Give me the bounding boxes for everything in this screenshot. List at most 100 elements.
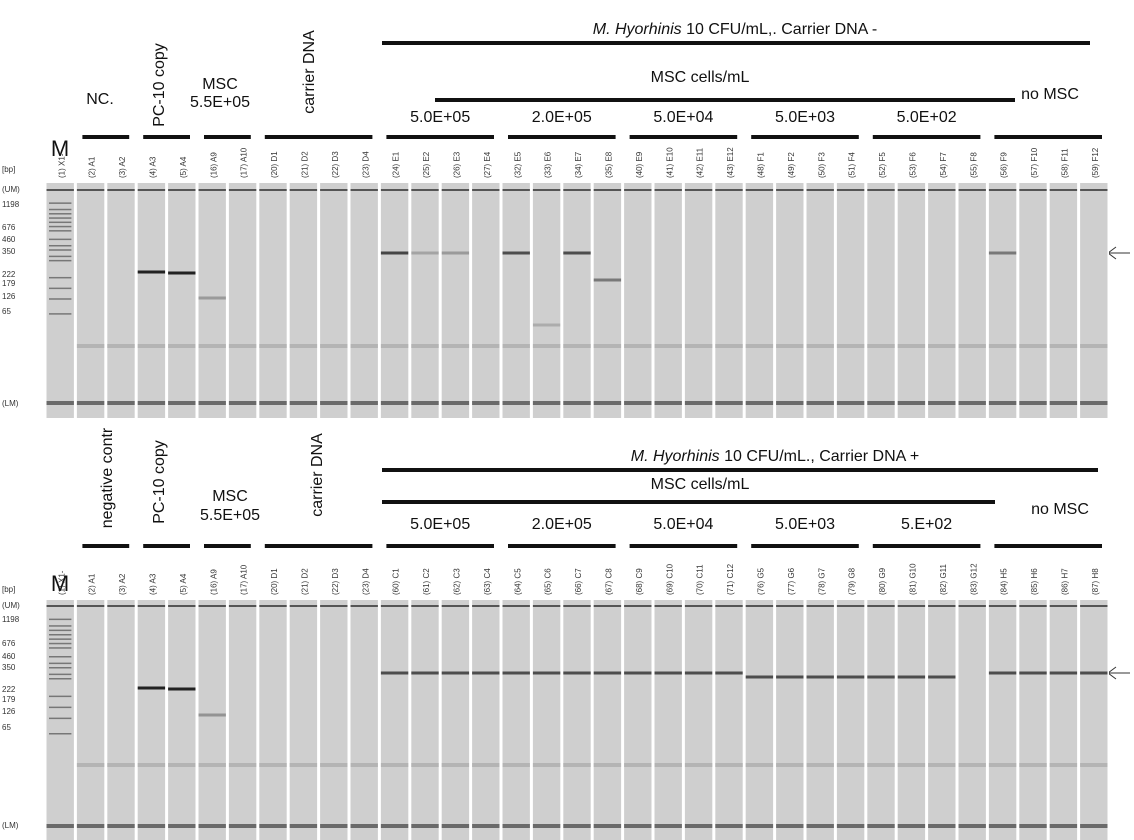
lower-marker — [1019, 401, 1046, 405]
lower-marker — [655, 401, 682, 405]
upper-marker — [1019, 189, 1046, 191]
ladder-band — [49, 217, 71, 219]
primer-band — [746, 763, 773, 767]
primer-band — [1080, 763, 1107, 767]
lower-marker — [898, 401, 925, 405]
primer-band — [837, 763, 864, 767]
lower-marker — [1019, 824, 1046, 828]
lane — [1080, 600, 1107, 840]
lane-label: (43) E12 — [726, 147, 735, 178]
band — [138, 687, 165, 690]
group-bar — [382, 41, 1090, 45]
band — [381, 672, 408, 675]
primer-band — [655, 763, 682, 767]
lower-marker — [959, 824, 986, 828]
lane-label: (66) C7 — [574, 568, 583, 595]
lower-marker — [624, 401, 651, 405]
lane-label: (22) D3 — [331, 568, 340, 595]
primer-band — [259, 763, 286, 767]
primer-band — [107, 763, 134, 767]
primer-band — [411, 763, 438, 767]
lane-label: (17) A10 — [240, 564, 249, 595]
primer-band — [533, 344, 560, 348]
lane-label: (83) G12 — [969, 563, 978, 595]
band — [989, 252, 1016, 255]
band — [867, 676, 894, 679]
lower-marker — [259, 401, 286, 405]
band — [715, 672, 742, 675]
lane-label: (58) F11 — [1061, 148, 1070, 178]
lane-label: (78) G7 — [817, 567, 826, 595]
lane — [928, 600, 955, 840]
upper-marker — [1080, 605, 1107, 607]
size-label: 460 — [2, 652, 16, 661]
lower-marker — [199, 401, 226, 405]
lower-marker — [107, 824, 134, 828]
size-label: 676 — [2, 639, 16, 648]
ladder-band — [49, 245, 71, 247]
no-msc-label: no MSC — [1021, 86, 1079, 103]
lane-label: (3) A2 — [118, 573, 127, 595]
concentration-label: 2.0E+05 — [532, 516, 592, 533]
upper-marker — [807, 189, 834, 191]
upper-marker — [563, 605, 590, 607]
primer-band — [928, 763, 955, 767]
size-label: 179 — [2, 695, 16, 704]
lane-label: (4) A3 — [149, 156, 158, 178]
primer-band — [290, 763, 317, 767]
group-bar — [630, 544, 738, 548]
lower-marker — [563, 401, 590, 405]
marker-label: M — [51, 571, 69, 596]
primer-band — [107, 344, 134, 348]
primer-band — [259, 344, 286, 348]
ladder-band — [49, 222, 71, 224]
lane — [472, 183, 499, 418]
lane-label: (55) F8 — [969, 152, 978, 178]
upper-marker — [837, 189, 864, 191]
size-label: 222 — [2, 270, 16, 279]
primer-band — [442, 344, 469, 348]
lane — [959, 600, 986, 840]
primer-band — [1019, 763, 1046, 767]
primer-band — [624, 763, 651, 767]
panel-title: M. Hyorhinis 10 CFU/mL,. Carrier DNA - — [593, 21, 878, 38]
lane — [867, 183, 894, 418]
group-bar — [994, 135, 1102, 139]
lower-marker — [594, 824, 621, 828]
lane — [290, 600, 317, 840]
primer-band — [472, 344, 499, 348]
lane — [77, 183, 104, 418]
upper-marker — [107, 605, 134, 607]
upper-marker — [959, 605, 986, 607]
group-bar — [204, 544, 251, 548]
lane-label: (53) F6 — [909, 152, 918, 178]
lower-marker — [807, 401, 834, 405]
lower-marker — [655, 824, 682, 828]
upper-marker — [655, 605, 682, 607]
upper-marker — [715, 605, 742, 607]
lane — [381, 600, 408, 840]
upper-marker — [320, 605, 347, 607]
lane — [837, 600, 864, 840]
ladder-band — [49, 630, 71, 632]
primer-band — [715, 344, 742, 348]
control-label: negative contr — [99, 427, 116, 528]
upper-marker — [47, 605, 74, 607]
gel-figure: M. Hyorhinis 10 CFU/mL,. Carrier DNA - M… — [0, 0, 1134, 840]
size-label: [bp] — [2, 585, 15, 594]
size-label: 350 — [2, 663, 16, 672]
lane — [320, 600, 347, 840]
lane — [867, 600, 894, 840]
group-bar — [630, 135, 738, 139]
size-label: (LM) — [2, 399, 19, 408]
primer-band — [229, 763, 256, 767]
lower-marker — [47, 401, 74, 405]
primer-band — [594, 763, 621, 767]
band — [746, 676, 773, 679]
band — [594, 279, 621, 282]
band — [168, 688, 195, 691]
upper-marker — [533, 605, 560, 607]
lower-marker — [77, 401, 104, 405]
upper-marker — [594, 605, 621, 607]
upper-marker — [533, 189, 560, 191]
